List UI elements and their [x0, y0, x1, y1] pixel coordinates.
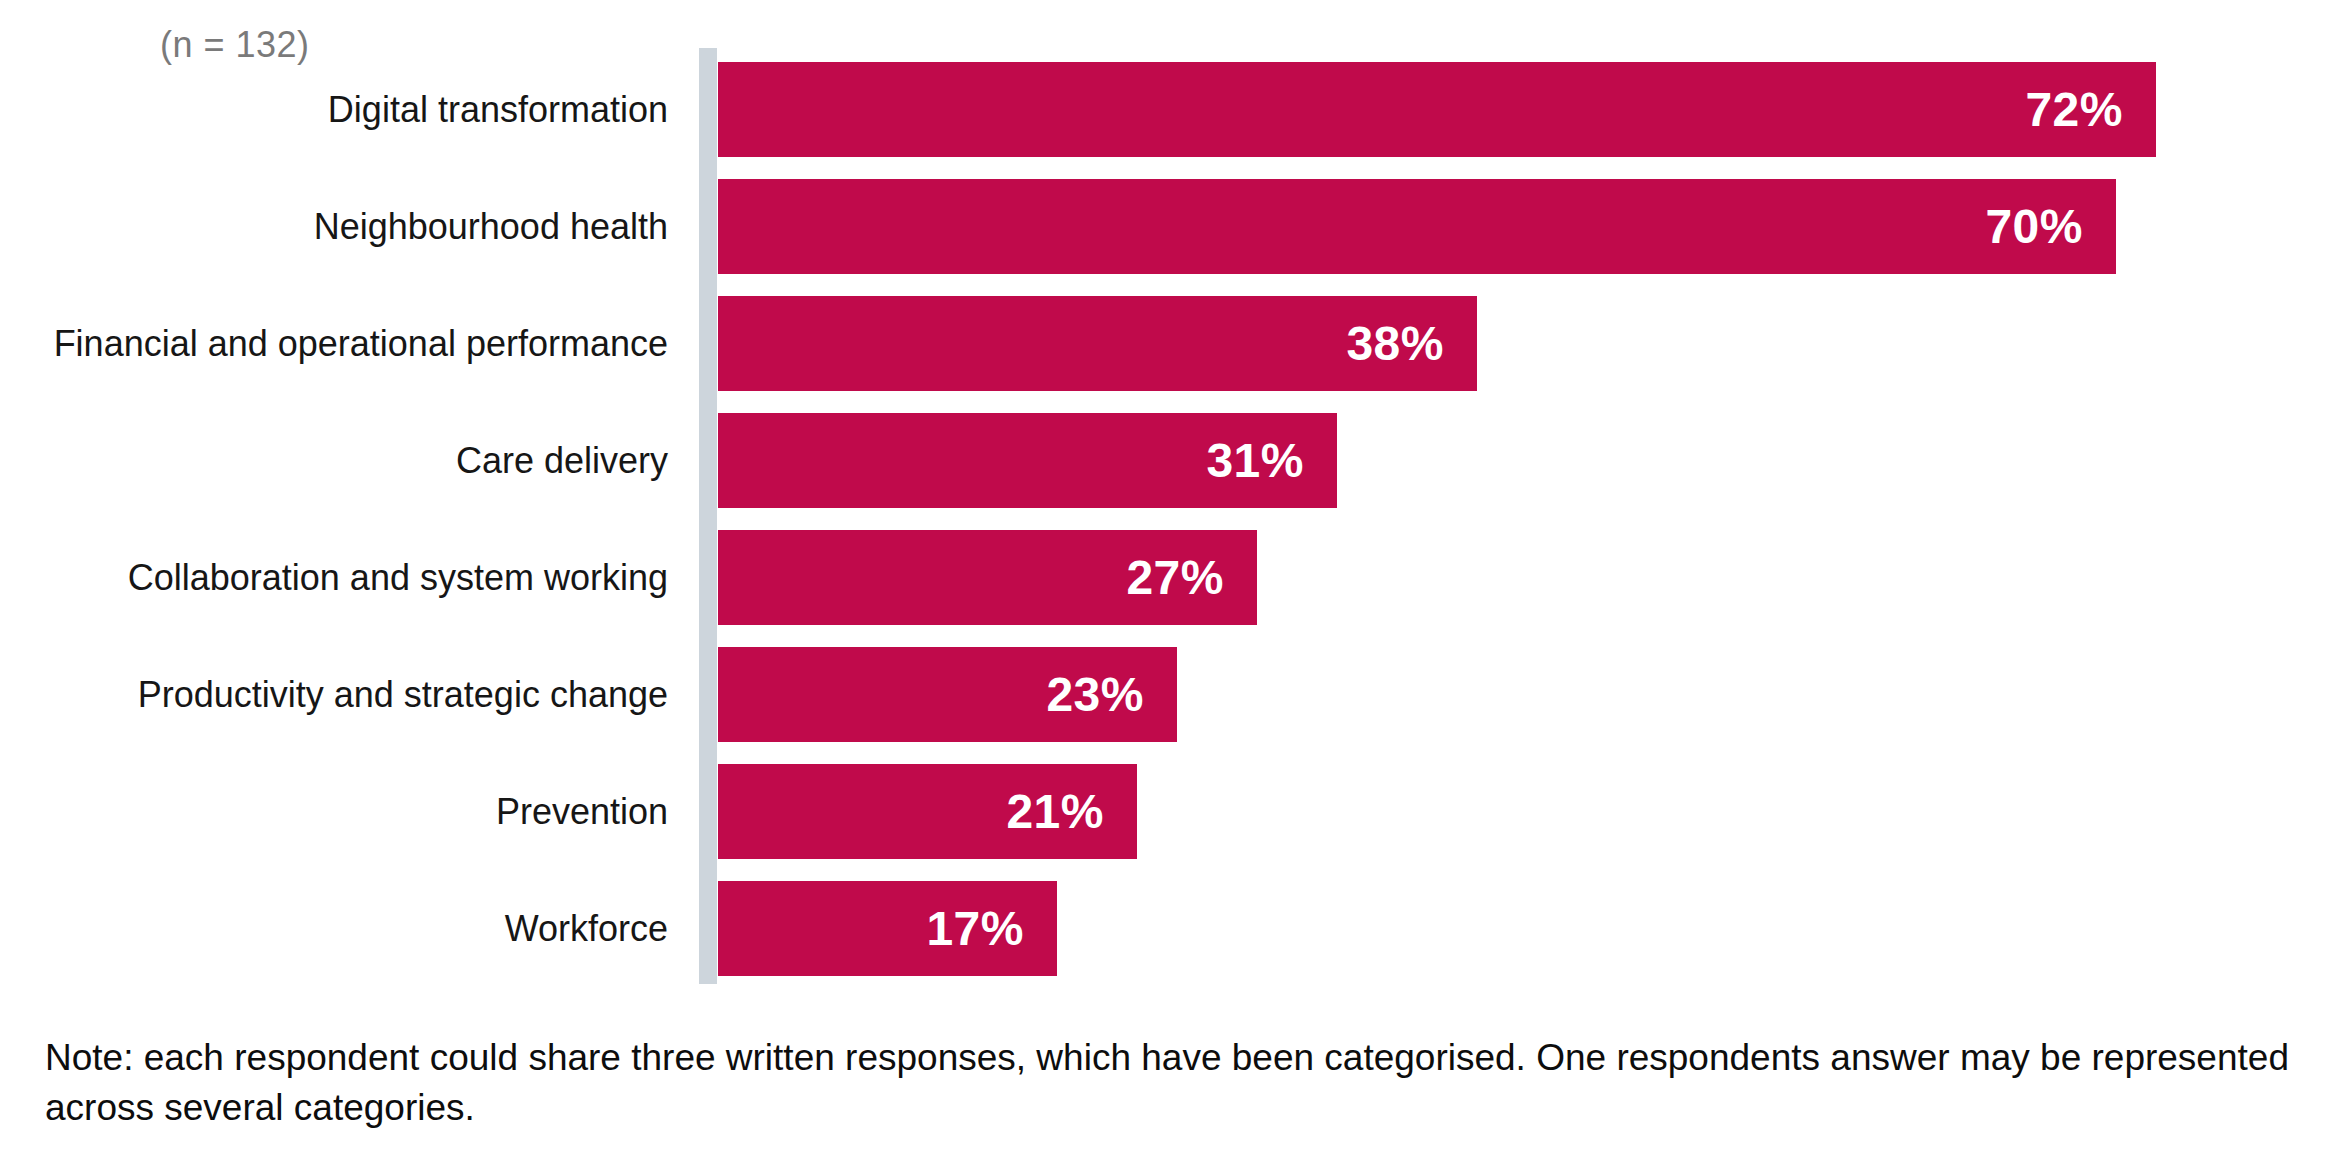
- chart-row: Neighbourhood health 70%: [0, 179, 2351, 274]
- bar-value-label: 23%: [1046, 667, 1144, 722]
- bar: 72%: [718, 62, 2156, 157]
- bar: 23%: [718, 647, 1177, 742]
- bar-value-label: 31%: [1206, 433, 1304, 488]
- bar: 38%: [718, 296, 1477, 391]
- chart-row: Workforce 17%: [0, 881, 2351, 976]
- category-label: Care delivery: [0, 413, 668, 508]
- chart-row: Productivity and strategic change 23%: [0, 647, 2351, 742]
- bar-value-label: 70%: [1985, 199, 2083, 254]
- bar-value-label: 38%: [1346, 316, 1444, 371]
- category-label: Prevention: [0, 764, 668, 859]
- category-label: Digital transformation: [0, 62, 668, 157]
- chart-container: (n = 132) Digital transformation 72% Neigh…: [0, 0, 2351, 1155]
- category-label: Neighbourhood health: [0, 179, 668, 274]
- chart-row: Prevention 21%: [0, 764, 2351, 859]
- category-label: Collaboration and system working: [0, 530, 668, 625]
- chart-row: Collaboration and system working 27%: [0, 530, 2351, 625]
- category-label: Workforce: [0, 881, 668, 976]
- bar-value-label: 27%: [1126, 550, 1224, 605]
- bar: 21%: [718, 764, 1137, 859]
- chart-row: Care delivery 31%: [0, 413, 2351, 508]
- category-label: Productivity and strategic change: [0, 647, 668, 742]
- bar-value-label: 21%: [1006, 784, 1104, 839]
- bar: 31%: [718, 413, 1337, 508]
- sample-size-label: (n = 132): [160, 24, 310, 66]
- bar-value-label: 72%: [2025, 82, 2123, 137]
- bar: 70%: [718, 179, 2116, 274]
- bar: 17%: [718, 881, 1057, 976]
- bar: 27%: [718, 530, 1257, 625]
- chart-row: Digital transformation 72%: [0, 62, 2351, 157]
- category-label: Financial and operational performance: [0, 296, 668, 391]
- chart-note: Note: each respondent could share three …: [45, 1033, 2325, 1133]
- bar-value-label: 17%: [926, 901, 1024, 956]
- chart-rows: Digital transformation 72% Neighbourhood h…: [0, 62, 2351, 976]
- chart-row: Financial and operational performance 38%: [0, 296, 2351, 391]
